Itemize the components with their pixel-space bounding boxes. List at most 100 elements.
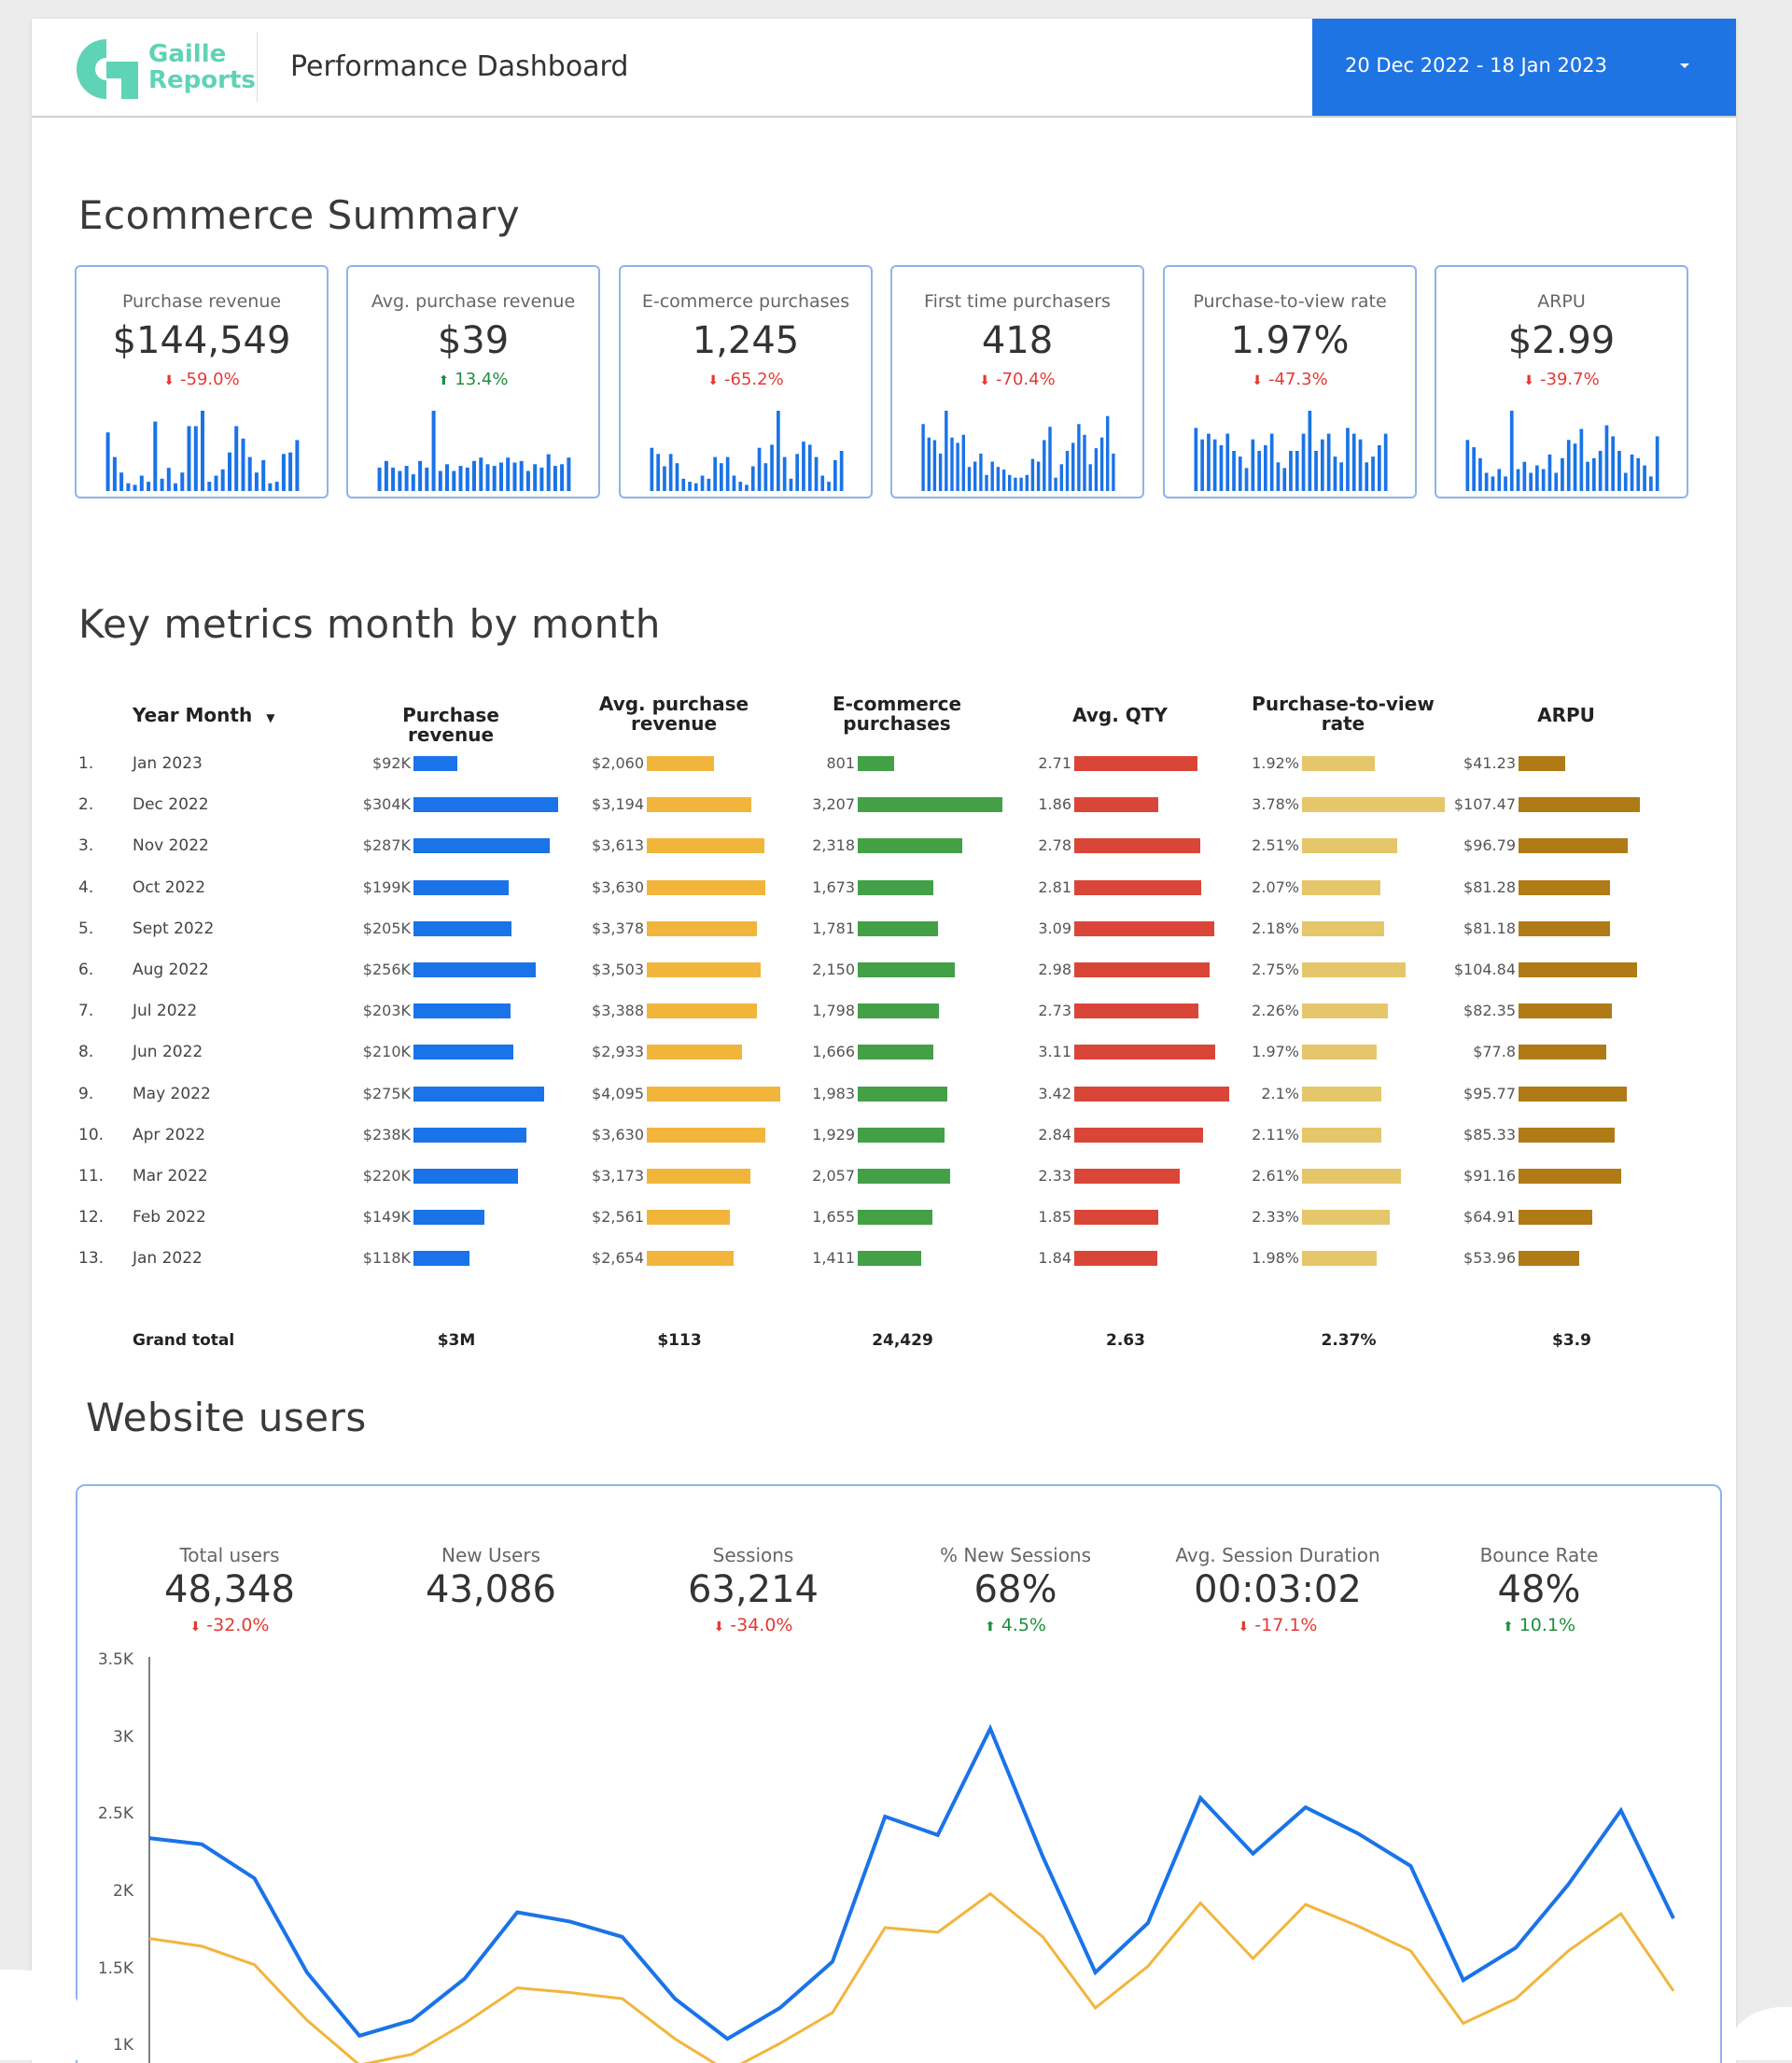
cell-purch-bar	[858, 1087, 947, 1102]
sparkline-bar	[425, 467, 429, 491]
kpi-card[interactable]: Purchase-to-view rate 1.97% ⬇ -47.3%	[1163, 265, 1417, 498]
col-header-avg-qty[interactable]: Avg. QTY	[1072, 704, 1168, 726]
cell-arpu-value: $91.16	[1463, 1167, 1516, 1185]
sparkline-bar	[757, 447, 762, 491]
sparkline-bar	[1604, 425, 1609, 491]
cell-arpu-value: $53.96	[1463, 1249, 1516, 1267]
cell-revenue-bar	[413, 1087, 545, 1102]
sparkline-bar	[1504, 476, 1507, 491]
cell-p2v-bar	[1302, 797, 1445, 812]
cell-revenue-bar	[413, 1251, 470, 1266]
row-number: 12.	[78, 1208, 105, 1227]
cell-arpu-value: $95.77	[1463, 1085, 1516, 1102]
col-header-purchases-line2: purchases	[843, 712, 951, 735]
cell-avg-bar	[647, 1087, 780, 1102]
users-metric-value: 48%	[1497, 1568, 1581, 1611]
cell-avg-value: $2,933	[592, 1043, 644, 1060]
cell-revenue-bar	[413, 880, 509, 895]
sparkline-bar	[1333, 456, 1337, 491]
kpi-delta: ⬇ -59.0%	[77, 370, 327, 389]
sparkline-bar	[1251, 439, 1255, 491]
sparkline-bar	[465, 467, 469, 491]
sparkline-bar	[1611, 436, 1615, 491]
cell-purch-bar	[858, 962, 955, 977]
sparkline-bar	[1383, 433, 1388, 491]
cell-avg-value: $3,388	[592, 1002, 644, 1019]
cell-p2v-value: 2.75%	[1252, 961, 1299, 978]
sparkline-bars	[1194, 411, 1388, 491]
sparkline-bar	[166, 468, 171, 491]
cell-p2v-value: 1.92%	[1252, 754, 1299, 772]
row-year-month: Jan 2023	[133, 754, 203, 773]
date-range-picker[interactable]: 20 Dec 2022 - 18 Jan 2023	[1312, 19, 1736, 116]
sparkline-bar	[207, 482, 212, 491]
cell-p2v-value: 2.07%	[1252, 878, 1299, 896]
cell-avg-value: $3,378	[592, 919, 644, 937]
cell-avg-value: $4,095	[592, 1085, 644, 1102]
sparkline-bar	[1547, 454, 1552, 491]
row-year-month: Oct 2022	[133, 878, 206, 897]
cell-purch-bar	[858, 756, 894, 771]
sparkline-bar	[214, 475, 218, 491]
y-axis-tick-label: 2.5K	[97, 1804, 133, 1824]
kpi-card[interactable]: ARPU $2.99 ⬇ -39.7%	[1435, 265, 1688, 498]
cell-revenue-bar	[413, 1128, 527, 1143]
sparkline-bar	[418, 460, 423, 491]
sparkline-bar	[1314, 451, 1318, 491]
cell-arpu-bar	[1519, 1128, 1616, 1143]
sparkline-bar	[499, 462, 503, 491]
ecommerce-summary-title: Ecommerce Summary	[78, 192, 521, 238]
col-header-year-month[interactable]: Year Month ▼	[133, 706, 274, 728]
sparkline-bar	[789, 478, 793, 491]
sort-down-icon: ▼	[266, 711, 275, 724]
cell-revenue-value: $220K	[362, 1167, 411, 1185]
col-header-arpu[interactable]: ARPU	[1537, 704, 1595, 726]
sparkline-bar	[1649, 476, 1653, 491]
sparkline-bar	[398, 470, 402, 491]
kpi-value: 1,245	[692, 319, 800, 362]
cell-arpu-bar	[1519, 838, 1629, 853]
website-users-title: Website users	[86, 1395, 367, 1440]
sparkline-bar	[1232, 451, 1236, 491]
kpi-value: $144,549	[112, 319, 291, 362]
col-header-p2v-line2: rate	[1321, 712, 1365, 735]
sparkline-bar	[1358, 439, 1363, 491]
sparkline-bar	[750, 466, 755, 491]
users-metric-value: 48,348	[164, 1568, 295, 1611]
sparkline-bar	[1008, 474, 1012, 491]
cell-qty-bar	[1074, 756, 1197, 771]
kpi-value: $2.99	[1507, 319, 1616, 362]
sparkline-bar	[827, 482, 831, 491]
sparkline-bar	[668, 454, 673, 491]
col-header-revenue[interactable]: Purchase revenue	[402, 704, 499, 746]
col-header-p2v[interactable]: Purchase-to-view rate	[1250, 695, 1436, 734]
cell-arpu-bar	[1519, 921, 1611, 936]
cell-revenue-value: $118K	[362, 1249, 411, 1267]
sparkline-bar	[133, 484, 137, 491]
sparkline-bar	[288, 452, 293, 491]
sparkline-bar	[1554, 472, 1559, 491]
kpi-card[interactable]: Purchase revenue $144,549 ⬇ -59.0%	[75, 265, 329, 498]
cell-revenue-value: $275K	[362, 1085, 411, 1102]
cell-avg-value: $3,503	[592, 961, 644, 978]
cell-purch-bar	[858, 880, 933, 895]
cell-p2v-bar	[1302, 1045, 1377, 1060]
kpi-card[interactable]: E-commerce purchases 1,245 ⬇ -65.2%	[619, 265, 873, 498]
sparkline-bar	[1623, 472, 1628, 491]
kpi-card[interactable]: Avg. purchase revenue $39 ⬆ 13.4%	[346, 265, 600, 498]
cell-p2v-value: 2.33%	[1252, 1208, 1299, 1226]
arrow-up-icon: ⬆	[1502, 1620, 1514, 1635]
sparkline-bar	[479, 457, 483, 491]
gaille-logo-icon	[77, 39, 138, 99]
kpi-card[interactable]: First time purchasers 418 ⬇ -70.4%	[890, 265, 1144, 498]
dashboard-page: Gaille Reports Performance Dashboard 20 …	[32, 19, 1736, 2063]
cell-avg-bar	[647, 838, 765, 853]
col-header-avg-revenue[interactable]: Avg. purchase revenue	[581, 695, 767, 734]
sparkline-bar	[1083, 434, 1086, 491]
col-header-purchases[interactable]: E-commerce purchases	[804, 695, 990, 734]
cell-p2v-value: 2.18%	[1252, 919, 1299, 937]
sparkline-bar	[1516, 469, 1520, 491]
cell-revenue-value: $199K	[362, 878, 411, 896]
cell-revenue-value: $149K	[362, 1208, 411, 1226]
sparkline-bar	[1200, 439, 1204, 491]
